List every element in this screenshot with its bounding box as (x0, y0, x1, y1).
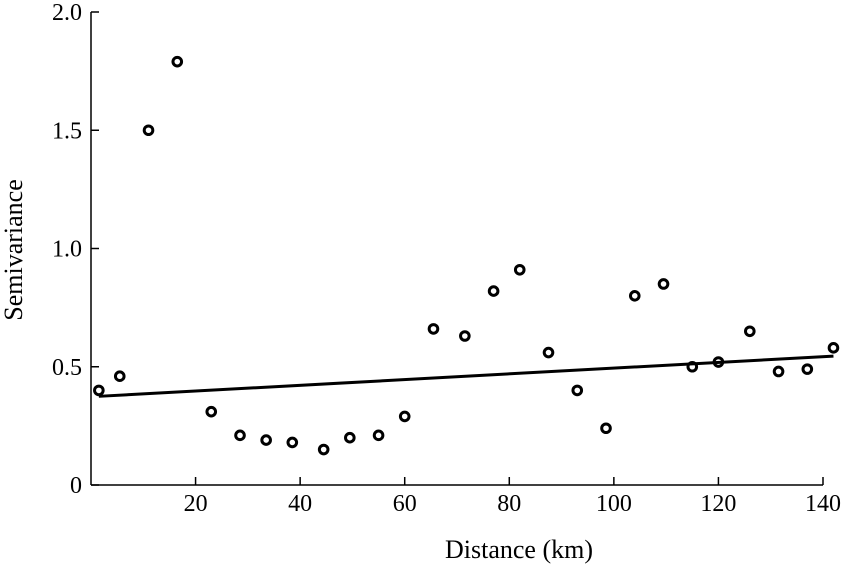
data-point (398, 410, 411, 423)
data-point (487, 285, 500, 297)
data-point (427, 323, 440, 335)
y-tick-label: 0 (70, 473, 82, 499)
y-axis-title: Semivariance (0, 179, 28, 321)
data-point (372, 429, 385, 442)
data-point (744, 325, 756, 338)
data-point (801, 363, 814, 375)
data-point (686, 360, 699, 373)
trend-line-group (98, 354, 834, 398)
data-point (772, 365, 785, 378)
data-point (344, 431, 356, 444)
y-ticks: 0 0.5 1.0 1.5 2.0 (52, 0, 99, 499)
data-point (628, 290, 641, 302)
x-tick-label: 40 (288, 491, 312, 517)
trend-line (98, 354, 834, 398)
data-point (712, 356, 725, 368)
data-point (571, 384, 584, 397)
data-point (542, 346, 555, 359)
x-tick-label: 60 (393, 491, 417, 517)
x-tick-label: 20 (184, 491, 208, 517)
x-tick-label: 100 (596, 491, 632, 517)
data-point (286, 436, 299, 449)
x-tick-label: 120 (700, 491, 736, 517)
data-point (513, 263, 526, 276)
data-point (600, 422, 612, 435)
data-point (113, 370, 126, 383)
axes (90, 12, 823, 486)
x-axis-title: Distance (km) (445, 535, 593, 564)
x-ticks: 20 40 60 80 100 120 140 (184, 477, 841, 517)
x-tick-label: 80 (497, 491, 521, 517)
data-point (205, 405, 218, 418)
y-tick-label: 2.0 (52, 0, 82, 26)
x-tick-label: 140 (805, 491, 841, 517)
data-point (234, 429, 246, 442)
data-point (142, 124, 155, 137)
y-tick-label: 1.0 (52, 237, 82, 263)
data-point (317, 443, 330, 456)
data-points (93, 55, 840, 456)
data-point (459, 330, 471, 342)
data-point (657, 278, 670, 290)
data-point (93, 384, 105, 397)
data-point (260, 434, 272, 446)
data-point (827, 342, 840, 354)
y-tick-label: 1.5 (52, 118, 82, 144)
data-point (171, 55, 184, 68)
y-tick-label: 0.5 (52, 355, 82, 381)
